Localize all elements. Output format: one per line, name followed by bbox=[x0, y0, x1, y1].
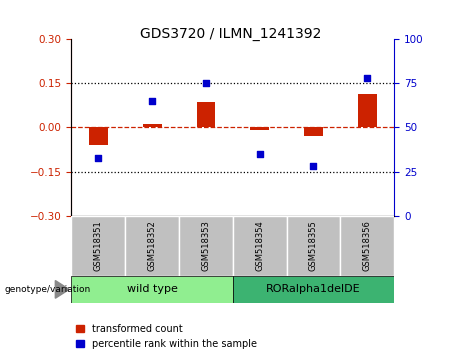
Bar bbox=[233, 216, 287, 276]
Text: RORalpha1delDE: RORalpha1delDE bbox=[266, 284, 361, 295]
Bar bbox=[71, 216, 125, 276]
Bar bbox=[340, 216, 394, 276]
Point bbox=[202, 80, 210, 86]
Bar bbox=[250, 127, 269, 130]
Text: GSM518355: GSM518355 bbox=[309, 221, 318, 272]
Text: GSM518351: GSM518351 bbox=[94, 221, 103, 272]
Polygon shape bbox=[55, 280, 69, 298]
Point bbox=[310, 164, 317, 169]
Text: wild type: wild type bbox=[127, 284, 177, 295]
Legend: transformed count, percentile rank within the sample: transformed count, percentile rank withi… bbox=[77, 324, 257, 349]
Bar bbox=[71, 276, 233, 303]
Text: GSM518353: GSM518353 bbox=[201, 221, 210, 272]
Point bbox=[148, 98, 156, 104]
Text: GSM518356: GSM518356 bbox=[363, 221, 372, 272]
Bar bbox=[89, 127, 108, 145]
Bar bbox=[179, 216, 233, 276]
Bar bbox=[196, 102, 215, 127]
Text: genotype/variation: genotype/variation bbox=[5, 285, 91, 294]
Bar bbox=[125, 216, 179, 276]
Point bbox=[256, 151, 263, 157]
Bar bbox=[233, 276, 394, 303]
Text: GDS3720 / ILMN_1241392: GDS3720 / ILMN_1241392 bbox=[140, 27, 321, 41]
Bar bbox=[143, 125, 161, 127]
Bar bbox=[358, 93, 377, 127]
Text: GSM518352: GSM518352 bbox=[148, 221, 157, 272]
Text: GSM518354: GSM518354 bbox=[255, 221, 264, 272]
Point bbox=[364, 75, 371, 81]
Bar bbox=[287, 216, 340, 276]
Point bbox=[95, 155, 102, 160]
Bar bbox=[304, 127, 323, 136]
